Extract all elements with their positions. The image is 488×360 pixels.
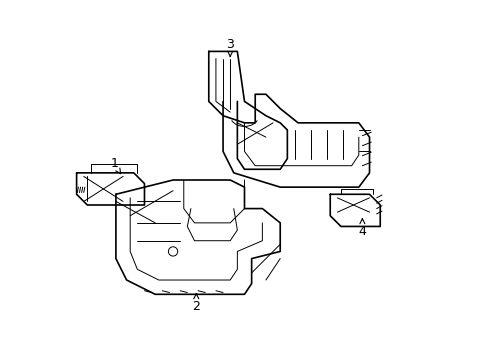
Text: 2: 2 <box>192 294 200 313</box>
Text: 4: 4 <box>358 219 366 238</box>
Text: 1: 1 <box>110 157 121 174</box>
Text: 3: 3 <box>226 38 234 57</box>
